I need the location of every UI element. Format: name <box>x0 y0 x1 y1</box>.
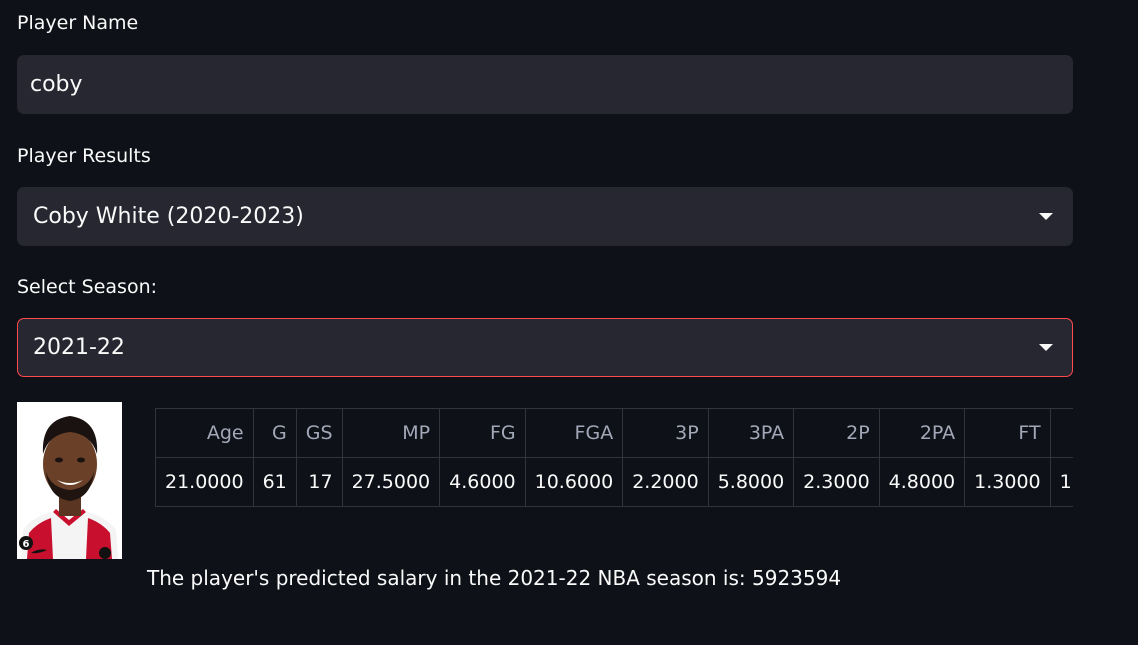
player-name-label: Player Name <box>17 12 139 34</box>
column-header-2pa[interactable]: 2PA <box>878 408 966 458</box>
column-header-gs[interactable]: GS <box>295 408 343 458</box>
table-cell-mp: 27.5000 <box>341 457 441 507</box>
table-row: 21.0000 61 17 27.5000 4.6000 10.6000 2.2000 5.8… <box>155 457 1073 507</box>
table-cell-gs: 17 <box>295 457 343 507</box>
column-header-2p[interactable]: 2P <box>793 408 880 458</box>
table-cell-fga: 10.6000 <box>524 457 624 507</box>
table-cell-3p: 2.2000 <box>622 457 709 507</box>
column-header-fta[interactable]: FTA <box>1049 408 1073 458</box>
player-photo: 6 <box>17 402 122 559</box>
column-header-ft[interactable]: FT <box>964 408 1051 458</box>
table-cell-2p: 2.3000 <box>793 457 880 507</box>
column-header-mp[interactable]: MP <box>341 408 441 458</box>
stats-table: AgeGGSMPFGFGA3P3PA2P2PAFTFTA 21.00006117… <box>155 408 1073 507</box>
column-header-3pa[interactable]: 3PA <box>707 408 795 458</box>
column-header-g[interactable]: G <box>252 408 297 458</box>
column-header-fga[interactable]: FGA <box>524 408 624 458</box>
table-cell-g: 61 <box>252 457 297 507</box>
column-header-fg[interactable]: FG <box>439 408 526 458</box>
table-header-row: AgeGGSMPFGFGA3P3PA2P2PAFTFTA <box>155 408 1073 458</box>
jersey-badge: 6 <box>23 539 30 550</box>
table-cell-3pa: 5.8000 <box>707 457 795 507</box>
chevron-down-icon <box>1039 213 1053 220</box>
chevron-down-icon <box>1039 344 1053 351</box>
table-cell-ft: 1.3000 <box>964 457 1051 507</box>
season-label: Select Season: <box>17 276 158 298</box>
predicted-salary-text: The player's predicted salary in the 202… <box>147 566 842 590</box>
player-results-selected: Coby White (2020-2023) <box>33 204 304 229</box>
table-cell-fta: 1.5000 <box>1049 457 1073 507</box>
player-results-select[interactable]: Coby White (2020-2023) <box>17 187 1073 246</box>
table-cell-2pa: 4.8000 <box>878 457 966 507</box>
table-cell-age: 21.0000 <box>155 457 254 507</box>
season-select[interactable]: 2021-22 <box>17 318 1073 377</box>
player-portrait-icon: 6 <box>17 402 122 559</box>
column-header-age[interactable]: Age <box>155 408 254 458</box>
player-results-label: Player Results <box>17 145 151 167</box>
player-name-input[interactable]: coby <box>17 55 1073 114</box>
table-cell-fg: 4.6000 <box>439 457 526 507</box>
stats-table-container[interactable]: AgeGGSMPFGFGA3P3PA2P2PAFTFTA 21.00006117… <box>155 408 1073 508</box>
player-name-value: coby <box>30 72 83 97</box>
season-selected: 2021-22 <box>33 335 125 360</box>
column-header-3p[interactable]: 3P <box>622 408 709 458</box>
